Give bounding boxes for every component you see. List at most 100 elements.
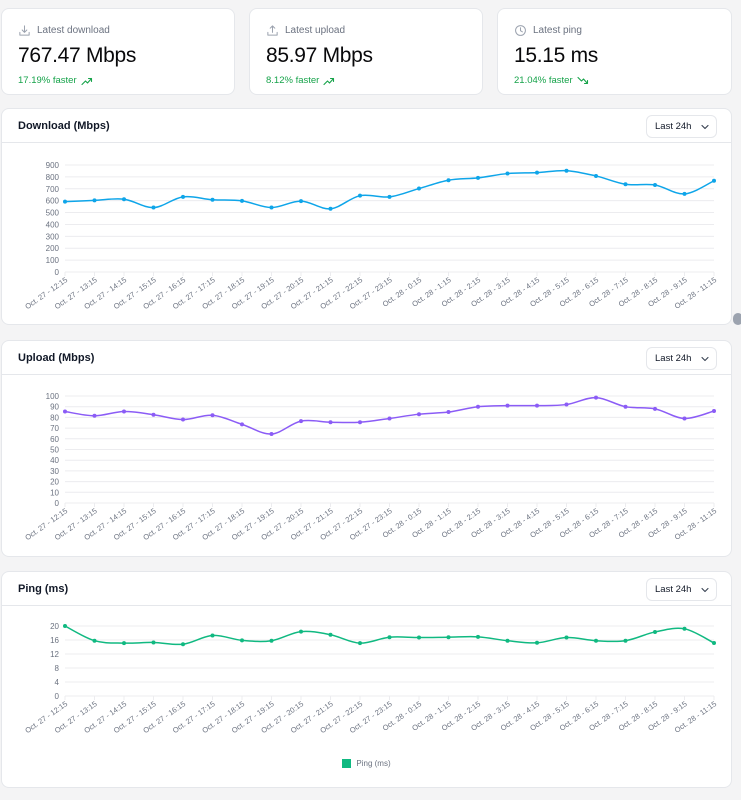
- legend-label: Ping (ms): [356, 759, 391, 768]
- data-point: [387, 635, 392, 640]
- data-point: [328, 206, 333, 211]
- data-point: [210, 413, 215, 418]
- chevron-down-icon: [701, 356, 709, 362]
- chart-title: Ping (ms): [18, 583, 69, 595]
- data-point: [122, 197, 126, 202]
- data-point: [387, 194, 392, 199]
- y-tick-label: 12: [50, 650, 59, 659]
- y-tick-label: 90: [50, 403, 59, 412]
- data-point: [358, 641, 362, 646]
- y-tick-label: 16: [50, 636, 59, 645]
- data-point: [151, 205, 156, 210]
- time-range-select[interactable]: Last 24h: [646, 115, 717, 138]
- y-tick-label: 50: [50, 446, 59, 455]
- download-icon: [19, 24, 30, 36]
- y-tick-label: 0: [55, 692, 60, 701]
- data-point: [328, 420, 333, 425]
- stat-delta: 8.12% faster: [266, 75, 320, 86]
- y-tick-label: 10: [50, 488, 59, 497]
- data-point: [299, 629, 303, 634]
- data-point: [151, 412, 156, 417]
- stat-delta: 21.04% faster: [514, 75, 573, 86]
- stat-value: 85.97 Mbps: [266, 44, 373, 67]
- stat-value: 767.47 Mbps: [18, 44, 137, 67]
- time-range-select[interactable]: Last 24h: [646, 347, 717, 370]
- data-point: [446, 178, 451, 183]
- stat-card-ping: Latest ping 15.15 ms 21.04% faster: [497, 8, 732, 95]
- upload-icon: [267, 24, 278, 36]
- data-point: [240, 422, 244, 427]
- data-point: [240, 638, 244, 643]
- data-point: [446, 410, 451, 415]
- data-point: [269, 431, 274, 436]
- y-tick-label: 20: [50, 478, 59, 487]
- data-point: [682, 626, 687, 631]
- data-point: [682, 416, 687, 421]
- data-point: [181, 194, 185, 199]
- y-tick-label: 20: [50, 622, 59, 631]
- y-tick-label: 80: [50, 413, 59, 422]
- data-point: [417, 186, 421, 191]
- data-point: [417, 412, 421, 417]
- series-line: [64, 169, 715, 210]
- data-point: [712, 178, 716, 183]
- stat-card-upload: Latest upload 85.97 Mbps 8.12% faster: [249, 8, 483, 95]
- data-point: [92, 638, 97, 643]
- time-range-select[interactable]: Last 24h: [646, 578, 717, 601]
- data-point: [712, 640, 716, 645]
- data-point: [476, 634, 480, 639]
- data-point: [299, 199, 303, 204]
- stat-label: Latest download: [37, 24, 110, 36]
- chevron-down-icon: [701, 587, 709, 593]
- data-point: [535, 170, 539, 175]
- data-point: [653, 406, 657, 411]
- data-point: [417, 635, 421, 640]
- y-tick-label: 8: [55, 664, 60, 673]
- y-tick-label: 600: [46, 197, 60, 206]
- y-tick-label: 800: [46, 173, 60, 182]
- data-point: [653, 629, 657, 634]
- data-point: [594, 395, 598, 400]
- upload-chart-card: Upload (Mbps) Last 24h 0 10 20 30 40 50 60 70 80…: [1, 340, 732, 557]
- y-tick-label: 0: [55, 499, 60, 508]
- data-point: [505, 638, 510, 643]
- trend-up-icon: [81, 77, 92, 85]
- data-point: [623, 182, 628, 187]
- y-tick-label: 60: [50, 435, 59, 444]
- data-point: [328, 632, 333, 637]
- data-point: [210, 197, 215, 202]
- data-point: [505, 171, 510, 176]
- data-point: [299, 419, 303, 424]
- data-point: [564, 168, 569, 173]
- data-point: [92, 198, 97, 203]
- scrollbar-thumb[interactable]: [733, 313, 741, 325]
- y-tick-label: 100: [46, 256, 60, 265]
- data-point: [535, 640, 539, 645]
- data-point: [623, 638, 628, 643]
- chart-legend: Ping (ms): [2, 759, 731, 768]
- data-point: [269, 638, 274, 643]
- y-tick-label: 700: [46, 185, 60, 194]
- y-tick-label: 900: [46, 161, 60, 170]
- trend-down-icon: [577, 76, 588, 84]
- data-point: [181, 642, 185, 647]
- y-tick-label: 100: [46, 392, 60, 401]
- data-point: [535, 403, 539, 408]
- y-tick-label: 40: [50, 456, 59, 465]
- data-point: [122, 641, 126, 646]
- data-point: [63, 409, 67, 414]
- y-tick-label: 4: [55, 678, 60, 687]
- range-select-value: Last 24h: [655, 353, 692, 364]
- data-point: [564, 635, 569, 640]
- data-point: [594, 173, 598, 178]
- data-point: [151, 640, 156, 645]
- stat-delta: 17.19% faster: [18, 75, 77, 86]
- data-point: [476, 175, 480, 180]
- data-point: [210, 633, 215, 638]
- data-point: [181, 417, 185, 422]
- stat-label: Latest ping: [533, 24, 582, 36]
- data-point: [446, 635, 451, 640]
- y-tick-label: 500: [46, 209, 60, 218]
